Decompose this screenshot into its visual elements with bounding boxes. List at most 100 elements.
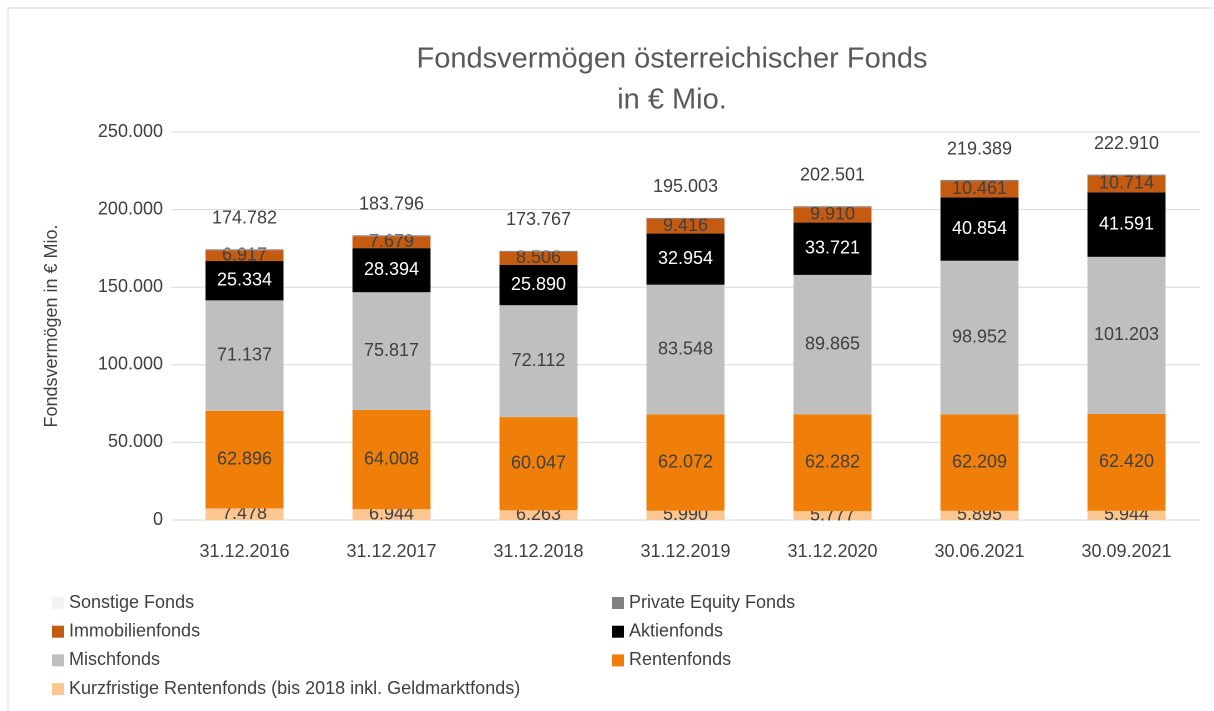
y-tick-label: 50.000 [108, 431, 163, 451]
legend-swatch [52, 683, 64, 696]
x-tick-label: 31.12.2018 [493, 541, 583, 561]
bar-segment [793, 511, 872, 520]
x-tick-label: 31.12.2016 [199, 541, 289, 561]
data-label: 10.714 [1099, 173, 1154, 193]
legend-swatch [52, 625, 64, 638]
legend-swatch [612, 625, 624, 638]
total-label: 183.796 [359, 193, 424, 213]
data-label: 25.334 [217, 269, 272, 289]
bar-segment [646, 217, 725, 218]
data-label: 6.917 [222, 244, 267, 264]
legend-label: Immobilienfonds [69, 620, 200, 640]
bar-segment [499, 250, 578, 252]
bar-segment [793, 206, 872, 208]
data-label: 71.137 [217, 344, 272, 364]
data-label: 62.072 [658, 451, 713, 471]
bar-segment [940, 180, 1019, 182]
bar-segment [793, 207, 872, 223]
data-label: 25.890 [511, 274, 566, 294]
bar-segment [499, 510, 578, 520]
data-label: 62.282 [805, 451, 860, 471]
bar-segment [352, 292, 431, 410]
legend-swatch [52, 654, 64, 667]
bar-segment [499, 417, 578, 511]
bar-segment [646, 284, 725, 415]
data-label: 89.865 [805, 333, 860, 353]
legend-label: Aktienfonds [629, 620, 723, 640]
data-label: 83.548 [658, 338, 713, 358]
total-label: 195.003 [653, 176, 718, 196]
legend-label: Private Equity Fonds [629, 592, 795, 612]
bar-segment [646, 233, 725, 285]
legend-label: Kurzfristige Rentenfonds (bis 2018 inkl.… [69, 678, 520, 698]
data-label: 62.209 [952, 451, 1007, 471]
legend-label: Sonstige Fonds [69, 592, 194, 612]
data-label: 64.008 [364, 448, 419, 468]
total-label: 222.910 [1094, 133, 1159, 153]
bar-segment [205, 410, 284, 509]
bar-segment [352, 235, 431, 237]
data-label: 98.952 [952, 326, 1007, 346]
x-tick-label: 30.09.2021 [1081, 541, 1171, 561]
y-tick-label: 0 [153, 509, 163, 529]
bar-segment [499, 305, 578, 418]
legend-swatch [52, 597, 64, 609]
bar-segment [1087, 174, 1166, 176]
bar-segment [940, 510, 1019, 520]
bar-segment [352, 409, 431, 510]
bar-segment [646, 510, 725, 520]
bar-segment [205, 249, 284, 251]
total-label: 202.501 [800, 164, 865, 184]
bar-segment [646, 414, 725, 511]
bar-segment [205, 508, 284, 520]
x-tick-label: 31.12.2017 [346, 541, 436, 561]
y-axis-label: Fondsvermögen in € Mio. [41, 224, 61, 427]
bar-segment [646, 218, 725, 234]
bar-segment [940, 197, 1019, 261]
data-label: 40.854 [952, 218, 1007, 238]
legend-swatch [612, 597, 624, 609]
bar-segment [646, 217, 725, 219]
bar-segment [352, 509, 431, 520]
y-tick-label: 100.000 [98, 354, 163, 374]
data-label: 62.896 [217, 448, 272, 468]
bar-segment [499, 251, 578, 265]
total-label: 174.782 [212, 207, 277, 227]
data-label: 7.679 [369, 231, 414, 251]
data-label: 33.721 [805, 237, 860, 257]
bar-segment [205, 261, 284, 301]
chart-title: Fondsvermögen österreichischer Fonds [417, 43, 928, 75]
data-label: 8.506 [516, 247, 561, 267]
data-label: 101.203 [1094, 324, 1159, 344]
bar-segment [1087, 510, 1166, 520]
x-tick-label: 31.12.2020 [787, 541, 877, 561]
x-tick-label: 30.06.2021 [934, 541, 1024, 561]
total-label: 173.767 [506, 209, 571, 229]
data-label: 72.112 [512, 350, 566, 370]
y-tick-label: 150.000 [98, 276, 163, 296]
legend-label: Rentenfonds [629, 649, 731, 669]
bar-segment [940, 414, 1019, 511]
legend-swatch [612, 654, 624, 667]
bar-segment [940, 181, 1019, 198]
bar-segment [940, 260, 1019, 415]
bar-segment [499, 264, 578, 306]
bar-segment [1087, 192, 1166, 257]
y-tick-label: 200.000 [98, 198, 163, 218]
bar-segment [352, 236, 431, 249]
data-label: 10.461 [952, 178, 1007, 198]
bar-segment [1087, 175, 1166, 193]
data-label: 9.416 [663, 215, 708, 235]
total-label: 219.389 [947, 138, 1012, 158]
bar-segment [1087, 174, 1166, 175]
y-tick-label: 250.000 [98, 121, 163, 141]
data-label: 41.591 [1099, 213, 1154, 233]
x-tick-label: 31.12.2019 [640, 541, 730, 561]
bar-segment [793, 274, 872, 415]
bar-segment [205, 250, 284, 262]
bar-segment [1087, 413, 1166, 511]
bar-segment [1087, 256, 1166, 414]
legend-label: Mischfonds [69, 649, 160, 669]
bar-segment [793, 222, 872, 275]
